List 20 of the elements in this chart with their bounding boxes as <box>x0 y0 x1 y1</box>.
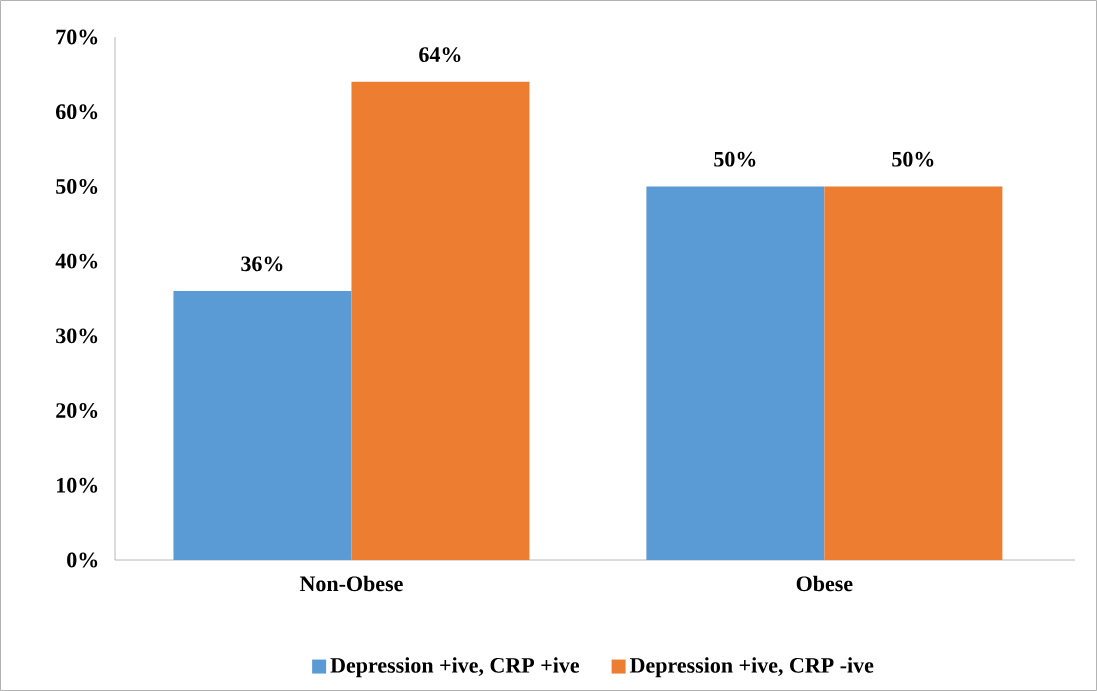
y-tick-label: 50% <box>56 178 98 194</box>
data-label: 50% <box>714 151 756 167</box>
x-tick-label: Obese <box>796 575 853 592</box>
y-tick-label: 20% <box>56 403 98 419</box>
y-tick-label: 10% <box>57 477 98 493</box>
bar <box>351 81 530 560</box>
y-tick-label: 70% <box>56 29 98 45</box>
y-tick-label: 0% <box>67 552 98 568</box>
legend-label: Depression +ive, CRP -ive <box>629 657 874 678</box>
y-tick-label: 60% <box>56 104 98 120</box>
data-label: 50% <box>892 151 934 167</box>
x-tick-label: Non-Obese <box>299 575 403 592</box>
y-tick-label: 40% <box>55 253 98 269</box>
bar <box>646 186 825 560</box>
data-label: 36% <box>241 256 283 272</box>
legend-label: Depression +ive, CRP +ive <box>330 657 580 678</box>
bar <box>173 291 352 560</box>
data-label: 64% <box>419 47 461 63</box>
bar <box>824 186 1003 560</box>
y-tick-label: 30% <box>56 328 98 344</box>
